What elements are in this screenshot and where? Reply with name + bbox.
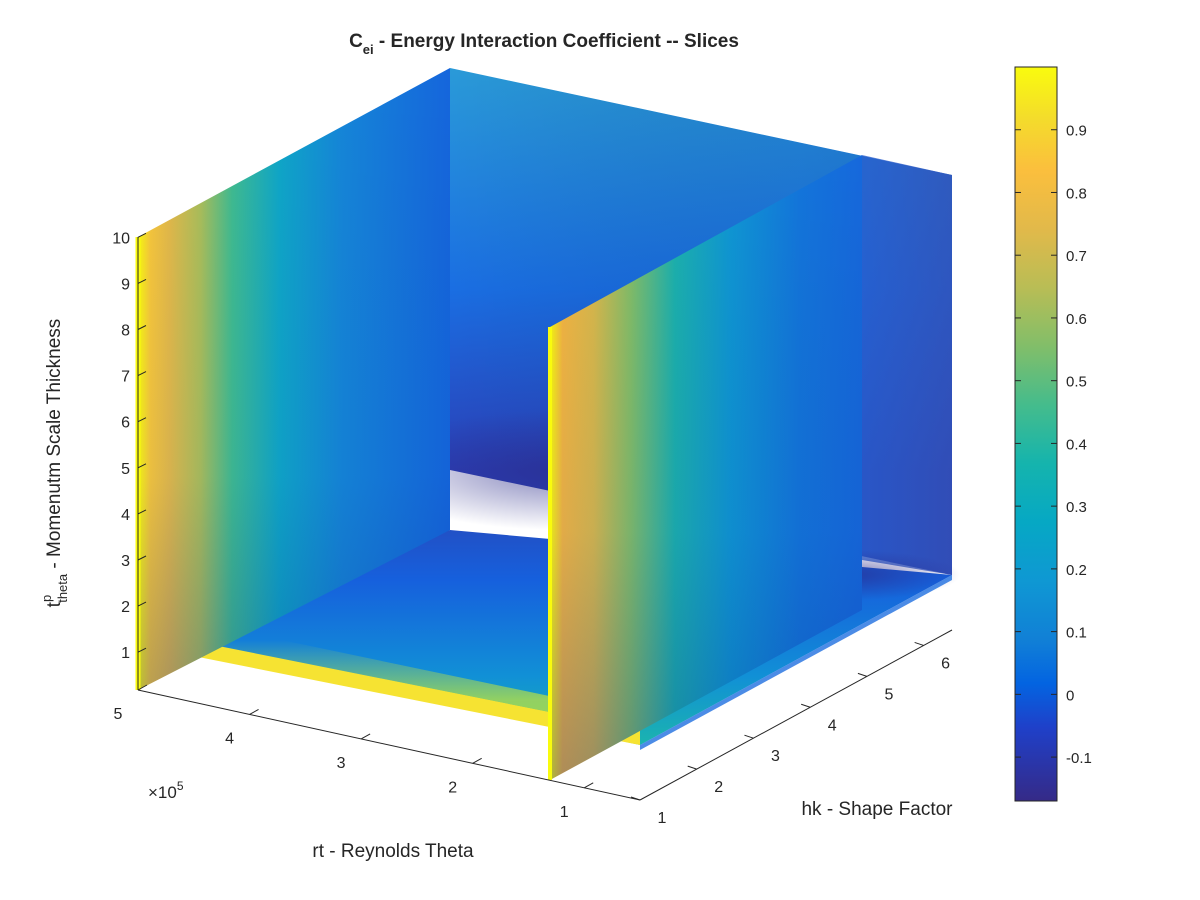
x-axis-ticks: 1 2 3 4 5 [114, 684, 594, 821]
y-axis-line [639, 629, 953, 801]
y-tick-label: 6 [941, 655, 950, 672]
colorbar-tick-label: 0 [1066, 687, 1074, 704]
z-tick-mark [137, 232, 147, 238]
x-axis-exponent: ×105 [148, 779, 184, 802]
z-axis-ticks: 1 2 3 4 5 6 7 8 9 10 [112, 230, 147, 662]
chart-title: Cei - Energy Interaction Coefficient -- … [349, 31, 739, 57]
x-tick-label: 2 [448, 779, 457, 796]
x-tick-mark [472, 757, 482, 764]
colorbar-tick-label: 0.8 [1066, 185, 1087, 202]
colorbar-ticks: -0.1 0 0.1 0.2 0.3 0.4 0.5 0.6 0.7 0.8 0.9 [1015, 123, 1092, 767]
y-tick-mark [744, 734, 754, 739]
z-tick-mark [137, 647, 147, 653]
y-tick-mark [687, 765, 697, 770]
slice-far-wall [862, 155, 952, 575]
colorbar-tick-label: 0.9 [1066, 123, 1087, 140]
z-axis-label: tptheta - Momenutm Scale Thickness [39, 319, 70, 608]
slice-left-shade [138, 68, 450, 690]
z-tick-label: 4 [121, 507, 130, 524]
y-tick-mark [801, 703, 811, 708]
y-axis-ticks: 1 2 3 4 5 6 [630, 641, 950, 827]
colorbar-tick-label: -0.1 [1066, 750, 1092, 767]
z-tick-label: 8 [121, 323, 130, 340]
floor-front-edge [138, 630, 640, 745]
colorbar-tick-label: 0.4 [1066, 436, 1087, 453]
y-tick-label: 3 [771, 748, 780, 765]
colorbar-gradient [1014, 66, 1058, 802]
colorbar-tick-label: 0.2 [1066, 562, 1087, 579]
slice-right-shade [550, 155, 862, 780]
z-tick-mark [137, 463, 147, 469]
z-tick-label: 3 [121, 553, 130, 570]
y-tick-label: 1 [658, 810, 667, 827]
colorbar-tick-label: 0.7 [1066, 248, 1087, 265]
z-tick-label: 10 [112, 230, 130, 247]
x-tick-mark [137, 684, 148, 691]
z-tick-mark [137, 278, 147, 284]
z-tick-label: 7 [121, 369, 130, 386]
x-tick-label: 4 [225, 730, 234, 747]
x-tick-label: 5 [114, 706, 123, 723]
x-tick-label: 1 [560, 804, 569, 821]
y-axis-label: hk - Shape Factor [801, 799, 953, 820]
y-tick-mark [630, 796, 641, 801]
y-tick-label: 4 [828, 717, 837, 734]
x-tick-label: 3 [337, 755, 346, 772]
colorbar-tick-label: 0.5 [1066, 374, 1087, 391]
z-tick-mark [137, 417, 147, 423]
y-tick-label: 2 [714, 779, 723, 796]
floor-right-edge [640, 575, 952, 750]
plot-volume [135, 68, 960, 780]
x-tick-mark [583, 782, 594, 789]
z-tick-mark [137, 555, 147, 561]
x-axis-label: rt - Reynolds Theta [312, 841, 474, 862]
z-tick-mark [137, 601, 147, 607]
y-tick-mark [857, 672, 868, 677]
z-tick-label: 5 [121, 461, 130, 478]
axes-lines [137, 237, 953, 801]
z-tick-label: 1 [121, 645, 130, 662]
z-tick-label: 2 [121, 599, 130, 616]
x-tick-mark [360, 733, 371, 740]
z-tick-mark [137, 325, 147, 330]
z-tick-label: 9 [121, 276, 130, 293]
z-tick-label: 6 [121, 415, 130, 432]
x-axis-line [137, 689, 641, 801]
y-tick-mark [914, 641, 924, 646]
x-tick-mark [249, 709, 259, 715]
colorbar-tick-label: 0.6 [1066, 311, 1087, 328]
y-tick-label: 5 [884, 686, 893, 703]
z-tick-mark [137, 371, 147, 377]
colorbar: -0.1 0 0.1 0.2 0.3 0.4 0.5 0.6 0.7 0.8 0.9 [1014, 66, 1092, 802]
z-tick-mark [137, 509, 147, 515]
colorbar-tick-label: 0.1 [1066, 625, 1087, 642]
colorbar-tick-label: 0.3 [1066, 499, 1087, 516]
floor-front-glow [138, 610, 640, 730]
